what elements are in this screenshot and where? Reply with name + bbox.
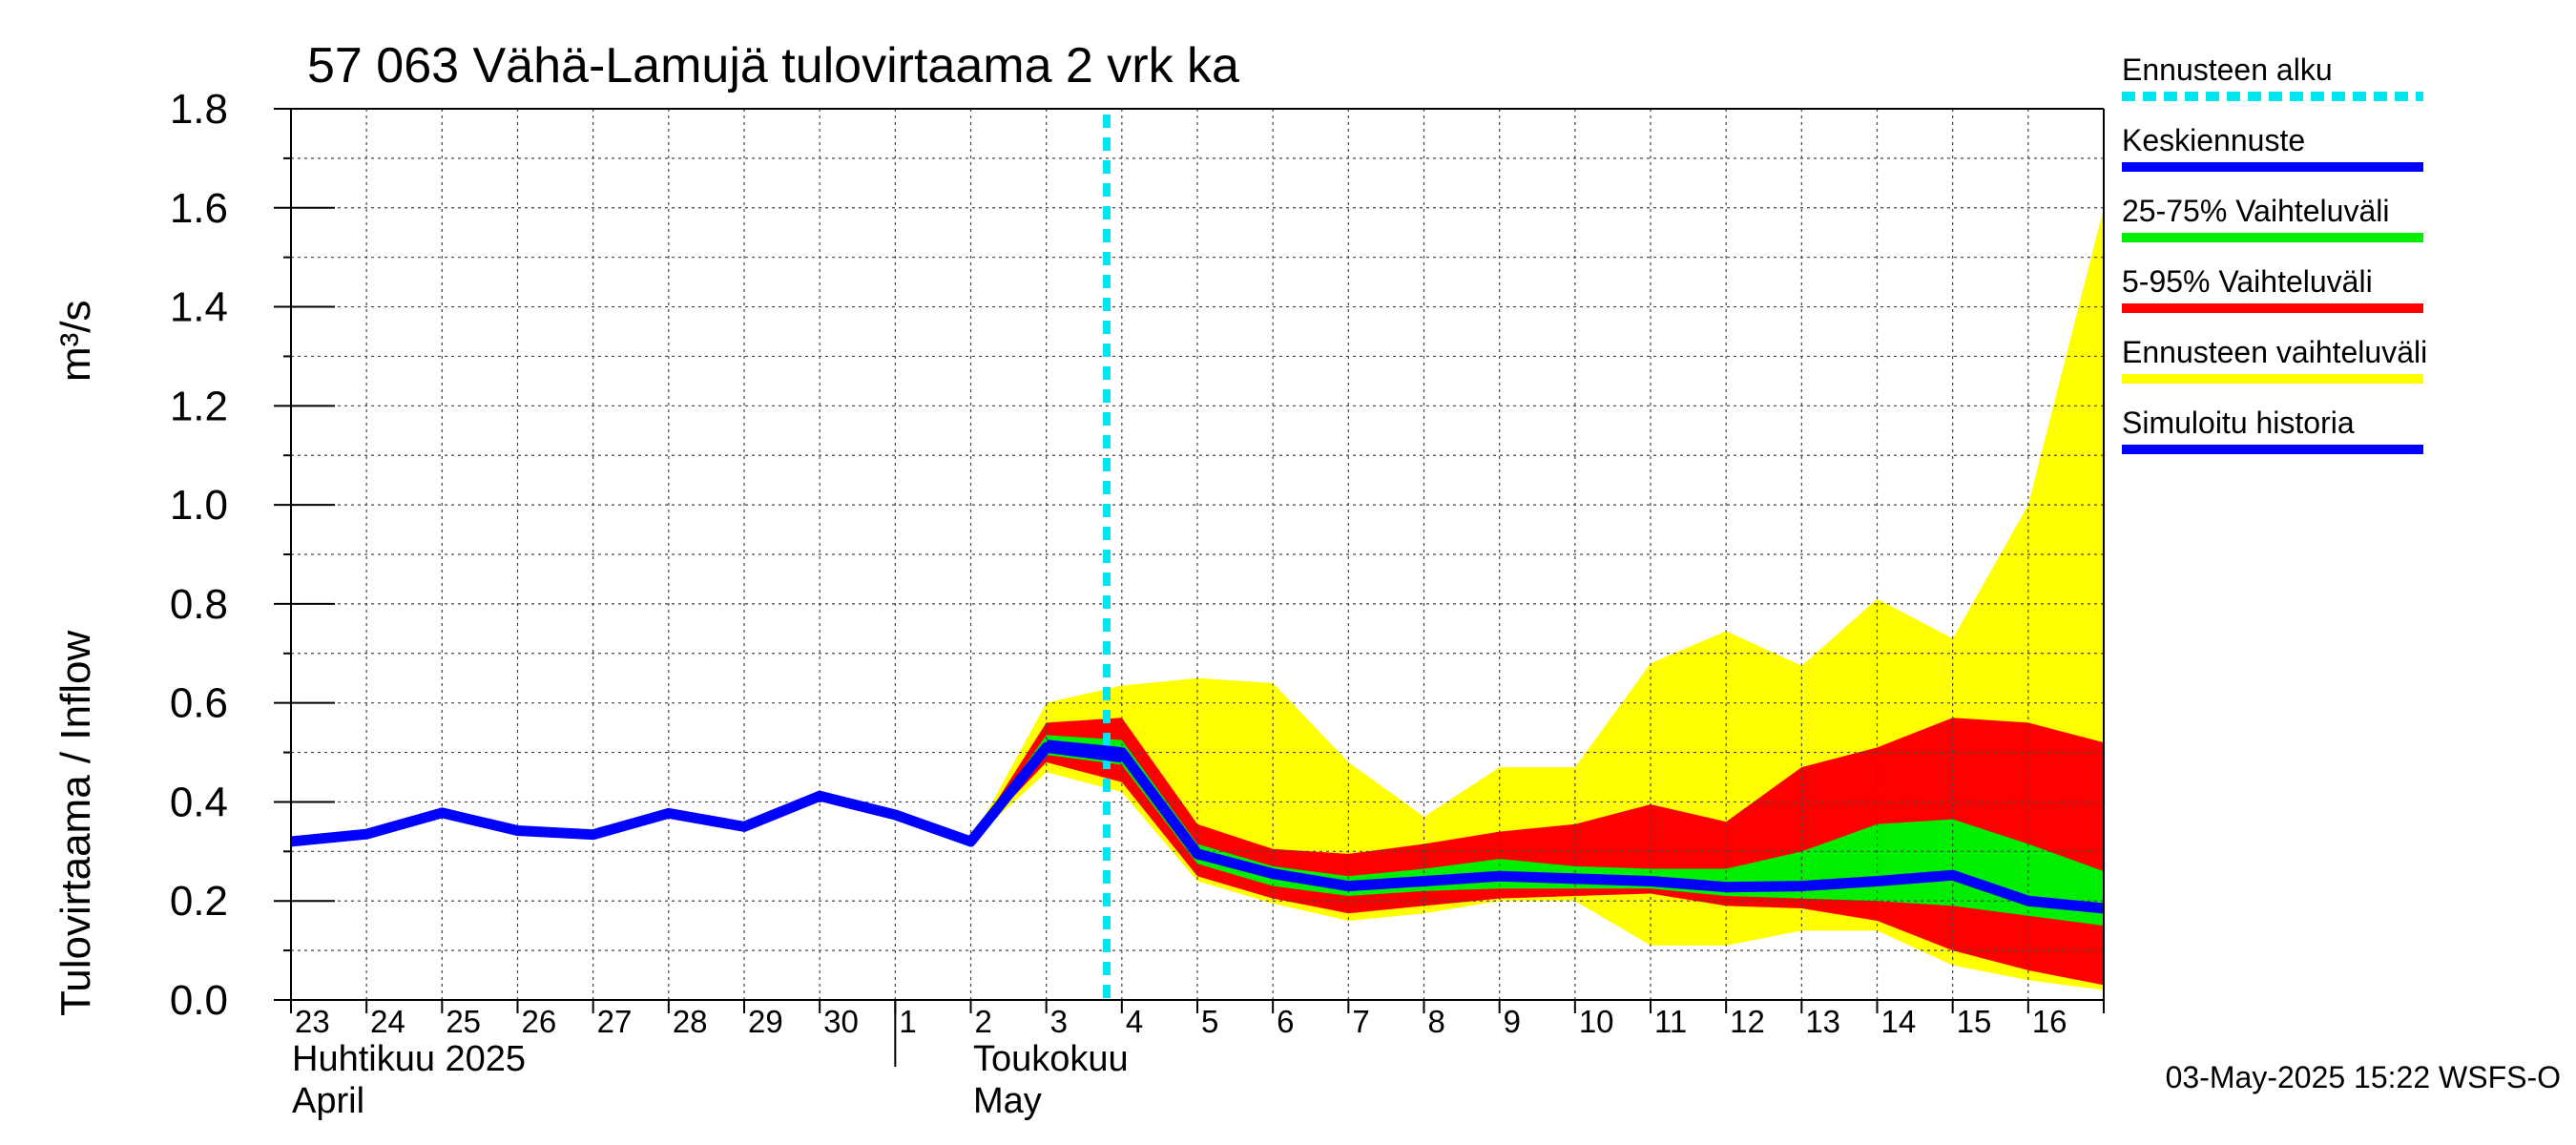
x-tick-label: 15: [1957, 1004, 1992, 1039]
y-tick-label: 1.6: [170, 185, 228, 232]
x-tick-label: 1: [899, 1004, 916, 1039]
legend: Ennusteen alku Keskiennuste 25-75% Vaihtel…: [2122, 52, 2427, 454]
x-tick-labels: 23 24 25 26 27 28 29 30 1 2 3 4 5 6 7 8 9 10 11 12 13 14 15 16: [290, 1000, 2105, 1039]
y-tick-labels: 0.0 0.2 0.4 0.6 0.8 1.0 1.2 1.4 1.6 1.8: [170, 86, 335, 1024]
chart-title: 57 063 Vähä-Lamujä tulovirtaama 2 vrk ka: [307, 38, 1239, 94]
band-5-95-vaihteluv-li: [970, 718, 2104, 986]
timestamp-footer: 03-May-2025 15:22 WSFS-O: [2166, 1060, 2561, 1094]
month-label-april-fi: Huhtikuu 2025: [292, 1039, 526, 1079]
x-tick-label: 6: [1277, 1004, 1294, 1039]
month-label-april-en: April: [292, 1081, 364, 1121]
legend-label: 25-75% Vaihteluväli: [2122, 194, 2389, 228]
x-tick-label: 24: [370, 1004, 405, 1039]
band-25-75-vaihteluv-li: [970, 735, 2104, 926]
x-tick-label: 3: [1050, 1004, 1068, 1039]
x-tick-label: 11: [1654, 1004, 1687, 1039]
legend-label: Ennusteen alku: [2122, 52, 2333, 87]
y-tick-label: 1.8: [170, 86, 228, 133]
y-tick-label: 1.4: [170, 284, 228, 331]
x-tick-label: 5: [1201, 1004, 1218, 1039]
x-tick-label: 29: [748, 1004, 783, 1039]
x-tick-label: 25: [446, 1004, 481, 1039]
x-tick-label: 30: [823, 1004, 859, 1039]
legend-label: Keskiennuste: [2122, 123, 2305, 157]
y-tick-label: 0.8: [170, 581, 228, 628]
x-tick-label: 14: [1881, 1004, 1917, 1039]
y-tick-label: 0.6: [170, 680, 228, 727]
x-tick-label: 9: [1504, 1004, 1521, 1039]
grid: [291, 109, 2104, 1000]
x-tick-label: 26: [522, 1004, 557, 1039]
x-tick-label: 27: [597, 1004, 633, 1039]
y-axis-label: Tulovirtaama / Inflow: [52, 630, 99, 1016]
month-label-may-fi: Toukokuu: [973, 1039, 1129, 1079]
x-tick-label: 13: [1805, 1004, 1840, 1039]
x-tick-label: 10: [1579, 1004, 1614, 1039]
x-tick-label: 12: [1730, 1004, 1765, 1039]
y-tick-label: 0.2: [170, 878, 228, 925]
y-axis-unit: m³/s: [52, 300, 99, 382]
y-tick-label: 0.0: [170, 977, 228, 1024]
x-tick-label: 2: [975, 1004, 992, 1039]
y-tick-label: 1.0: [170, 482, 228, 529]
x-tick-label: 23: [295, 1004, 330, 1039]
legend-label: Simuloitu historia: [2122, 406, 2355, 440]
x-tick-label: 4: [1126, 1004, 1143, 1039]
forecast-bands: [970, 207, 2104, 990]
history-line: [290, 741, 1123, 847]
month-label-may-en: May: [973, 1081, 1042, 1121]
x-tick-label: 7: [1352, 1004, 1369, 1039]
legend-label: Ennusteen vaihteluväli: [2122, 335, 2427, 369]
x-tick-label: 16: [2032, 1004, 2067, 1039]
series-lines: [290, 114, 2105, 1000]
x-tick-label: 8: [1428, 1004, 1445, 1039]
y-tick-label: 1.2: [170, 383, 228, 429]
x-tick-label: 28: [673, 1004, 708, 1039]
y-tick-label: 0.4: [170, 779, 228, 825]
median-forecast-line: [1046, 739, 2105, 914]
legend-label: 5-95% Vaihteluväli: [2122, 264, 2373, 299]
